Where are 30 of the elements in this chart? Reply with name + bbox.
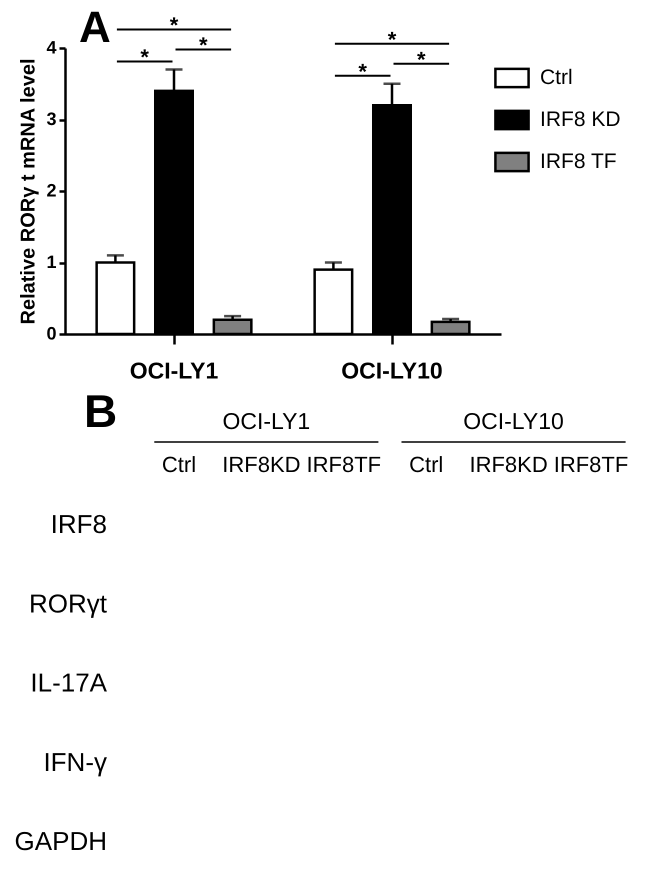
legend-label: IRF8 TF <box>540 150 617 173</box>
category-label: Ctrl <box>409 452 444 477</box>
category-label: IL-17A <box>30 668 107 698</box>
annotation: * <box>358 58 368 84</box>
y-tick-label: 2 <box>46 180 56 200</box>
category-label: GAPDH <box>14 826 107 856</box>
category-label: IRF8KD <box>469 452 548 477</box>
annotation: * <box>199 32 208 58</box>
chart-title: A <box>79 3 111 52</box>
annotation: * <box>388 26 397 52</box>
text: OCI-LY10 <box>463 408 564 434</box>
y-tick-label: 4 <box>46 38 56 58</box>
text: B <box>84 385 118 437</box>
category-label: IRF8 <box>50 509 107 539</box>
category-label: IRF8TF <box>306 452 382 477</box>
category-label: RORγt <box>29 588 107 618</box>
legend-label: IRF8 KD <box>540 108 621 131</box>
legend-label: Ctrl <box>540 66 573 89</box>
text: OCI-LY1 <box>222 408 310 434</box>
y-tick-label: 3 <box>46 109 56 129</box>
text: * <box>170 12 179 38</box>
annotation: * <box>417 46 426 72</box>
category-label: IRF8TF <box>554 452 628 477</box>
category-label: IFN-γ <box>43 746 107 777</box>
annotation: * <box>140 44 150 70</box>
y-tick-label: 1 <box>46 252 56 272</box>
category-label: Ctrl <box>162 452 196 477</box>
y-axis-title: Relative RORγ t mRNA level <box>17 58 40 325</box>
category-label: IRF8KD <box>222 452 301 477</box>
y-tick-label: 0 <box>46 324 56 344</box>
